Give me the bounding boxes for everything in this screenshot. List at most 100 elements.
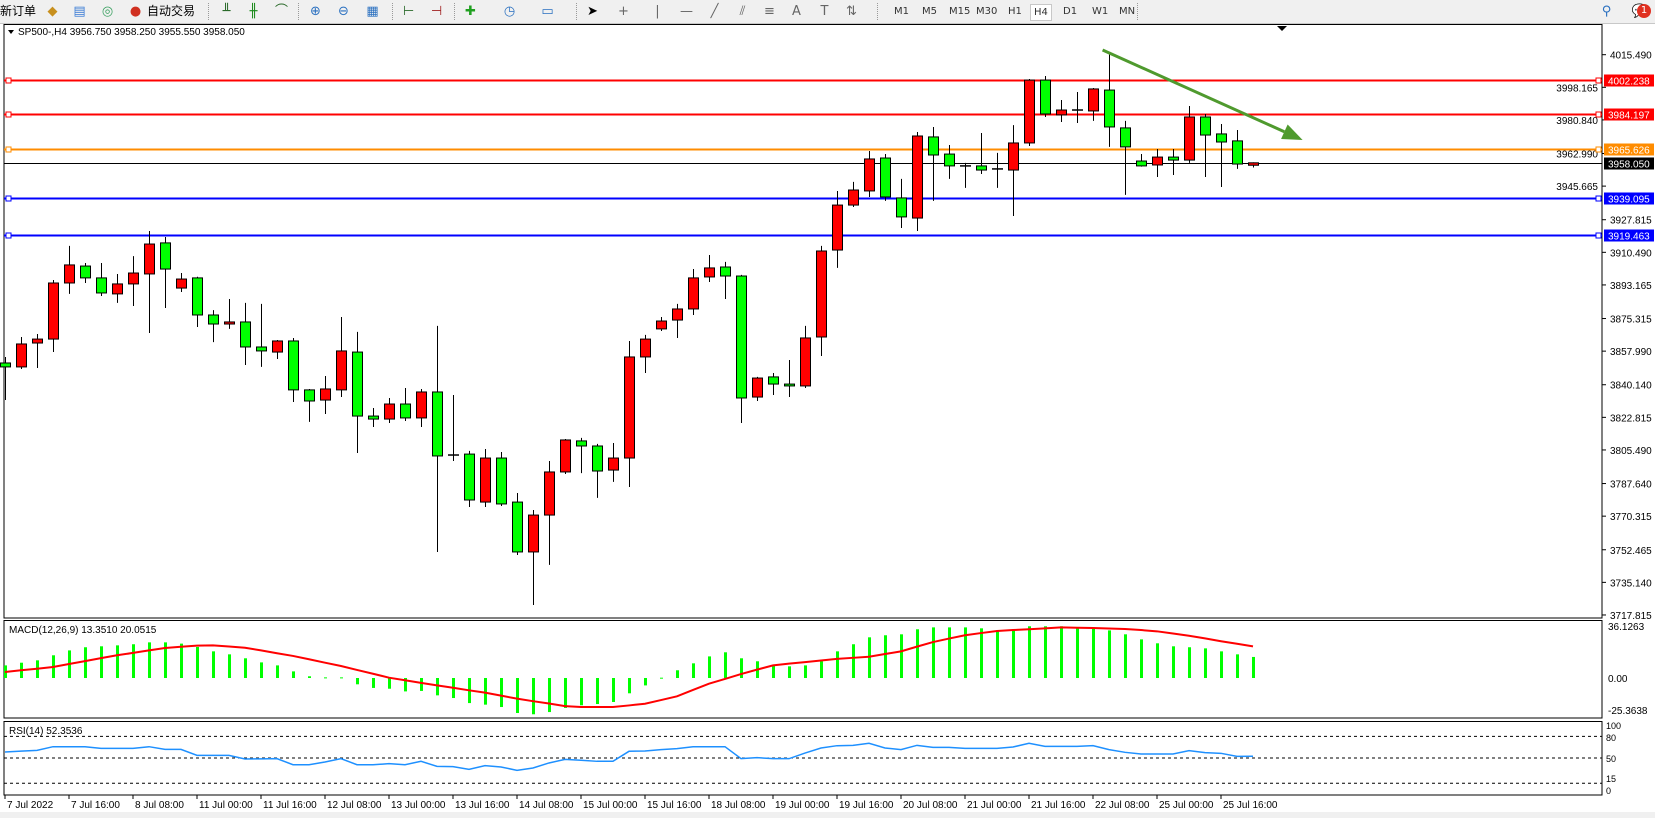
timeframe-m30[interactable]: M30 [976, 6, 998, 17]
candle-bear [368, 415, 379, 420]
macd-histogram-bar [1028, 626, 1031, 678]
periods-icon[interactable]: ◷ [503, 4, 516, 19]
toolbar-separator [298, 3, 300, 20]
zoom-in-icon[interactable]: ⊕ [310, 4, 321, 19]
candle-bear [432, 391, 443, 457]
candle-bear [1168, 156, 1179, 161]
macd-histogram-bar [100, 646, 103, 678]
level-handle-right[interactable] [1595, 195, 1602, 202]
candle-bear [288, 340, 299, 391]
level-handle-left[interactable] [5, 195, 12, 202]
level-handle-right[interactable] [1595, 111, 1602, 118]
price-tick-label: 3805.490 [1610, 446, 1652, 457]
candle-bull [912, 135, 923, 219]
level-handle-left[interactable] [5, 77, 12, 84]
timeframe-m15[interactable]: M15 [949, 6, 971, 17]
level-handle-right[interactable] [1595, 146, 1602, 153]
candle-bear [1216, 133, 1227, 143]
time-axis-label: 20 Jul 08:00 [903, 800, 958, 811]
fibonacci-icon[interactable]: ⫽ [739, 4, 746, 19]
macd-histogram-bar [564, 678, 567, 708]
candle-bull [320, 388, 331, 401]
data-window-icon[interactable]: ▤ [73, 4, 86, 19]
macd-histogram-bar [532, 678, 535, 715]
toolbar: 新订单 ◆ ▤ ◎ ● 自动交易 ╨ ╫ ⌒ ⊕ ⊖ ▦ ⊢ ⊣ ✚ ◷ ▭ ➤… [0, 0, 1655, 24]
crosshair-icon[interactable]: + [618, 4, 629, 19]
price-tick-label: 3822.815 [1610, 413, 1652, 424]
chart-shift-marker-icon[interactable] [1277, 26, 1287, 31]
candle-bear [880, 157, 891, 198]
candle-bull [624, 356, 635, 459]
text-icon[interactable]: A [792, 4, 801, 19]
macd-histogram-bar [884, 635, 887, 678]
timeframe-w1[interactable]: W1 [1092, 6, 1109, 17]
auto-trading-icon[interactable]: ● [129, 4, 142, 19]
price-tick-label: 3840.140 [1610, 381, 1652, 392]
level-handle-left[interactable] [5, 111, 12, 118]
timeframe-h4[interactable]: H4 [1030, 4, 1052, 21]
vertical-line-icon[interactable]: | [655, 4, 660, 19]
candle-bull [1184, 116, 1195, 161]
time-axis-label: 19 Jul 16:00 [839, 800, 894, 811]
timeframe-m1[interactable]: M1 [894, 6, 909, 17]
zoom-out-icon[interactable]: ⊖ [338, 4, 349, 19]
notifications-button[interactable]: 💬 1 [1625, 3, 1655, 20]
templates-icon[interactable]: ▭ [541, 4, 554, 19]
level-handle-left[interactable] [5, 232, 12, 239]
bar-chart-icon[interactable]: ╨ [222, 4, 231, 19]
time-axis-label: 14 Jul 08:00 [519, 800, 574, 811]
fibo-fan-icon[interactable]: ≡ [764, 4, 775, 19]
candle-bear [784, 383, 795, 387]
macd-axis-label: 36.1263 [1608, 622, 1645, 633]
cursor-icon[interactable]: ➤ [587, 4, 598, 19]
candle-bear [592, 445, 603, 472]
arrows-icon[interactable]: ⇅ [846, 4, 857, 19]
candle-bull [528, 514, 539, 553]
macd-histogram-bar [836, 651, 839, 678]
line-chart-icon[interactable]: ⌒ [274, 4, 288, 19]
new-order-button[interactable]: 新订单 [0, 4, 37, 18]
level-handle-left[interactable] [5, 146, 12, 153]
chart-background [0, 23, 1655, 818]
tile-windows-icon[interactable]: ▦ [366, 4, 379, 19]
timeframe-m5[interactable]: M5 [922, 6, 937, 17]
candle-bull [336, 350, 347, 391]
price-tick-label: 3910.490 [1610, 248, 1652, 259]
text-label-icon[interactable]: T [820, 4, 829, 19]
macd-histogram-bar [644, 678, 647, 686]
signals-icon[interactable]: ◎ [101, 4, 114, 19]
symbol-menu-icon[interactable] [8, 30, 14, 34]
candle-bear [0, 362, 11, 368]
trendline-arrowhead[interactable] [1281, 124, 1303, 140]
timeframe-mn[interactable]: MN [1119, 6, 1136, 17]
macd-histogram-bar [196, 646, 199, 678]
horizontal-line-icon[interactable]: — [680, 4, 693, 19]
autoscroll-icon[interactable]: ⊣ [430, 4, 443, 19]
trendline-arrow[interactable] [1101, 48, 1285, 134]
candle-bull [832, 204, 843, 251]
toolbar-separator [1137, 3, 1139, 20]
trendline-icon[interactable]: ╱ [710, 4, 719, 19]
candle-bull [480, 457, 491, 503]
search-icon[interactable]: ⚲ [1601, 4, 1612, 19]
time-axis-label: 25 Jul 00:00 [1159, 800, 1214, 811]
market-watch-icon[interactable]: ◆ [47, 4, 58, 19]
level-handle-right[interactable] [1595, 232, 1602, 239]
timeframe-h1[interactable]: H1 [1008, 6, 1022, 17]
level-handle-right[interactable] [1595, 77, 1602, 84]
status-strip [0, 812, 1655, 818]
candle-bull [672, 308, 683, 321]
toolbar-separator [392, 3, 394, 20]
candle-bear [80, 265, 91, 279]
chart-shift-icon[interactable]: ⊢ [402, 4, 415, 19]
indicators-icon[interactable]: ✚ [465, 4, 476, 19]
candle-bear [464, 453, 475, 501]
candle-bull [384, 403, 395, 420]
toolbar-separator [576, 3, 578, 20]
timeframe-d1[interactable]: D1 [1063, 6, 1078, 17]
auto-trading-button[interactable]: 自动交易 [147, 4, 196, 18]
price-tick-label: 4015.490 [1610, 51, 1652, 62]
candlestick-icon[interactable]: ╫ [249, 4, 258, 19]
time-axis-label: 15 Jul 16:00 [647, 800, 702, 811]
